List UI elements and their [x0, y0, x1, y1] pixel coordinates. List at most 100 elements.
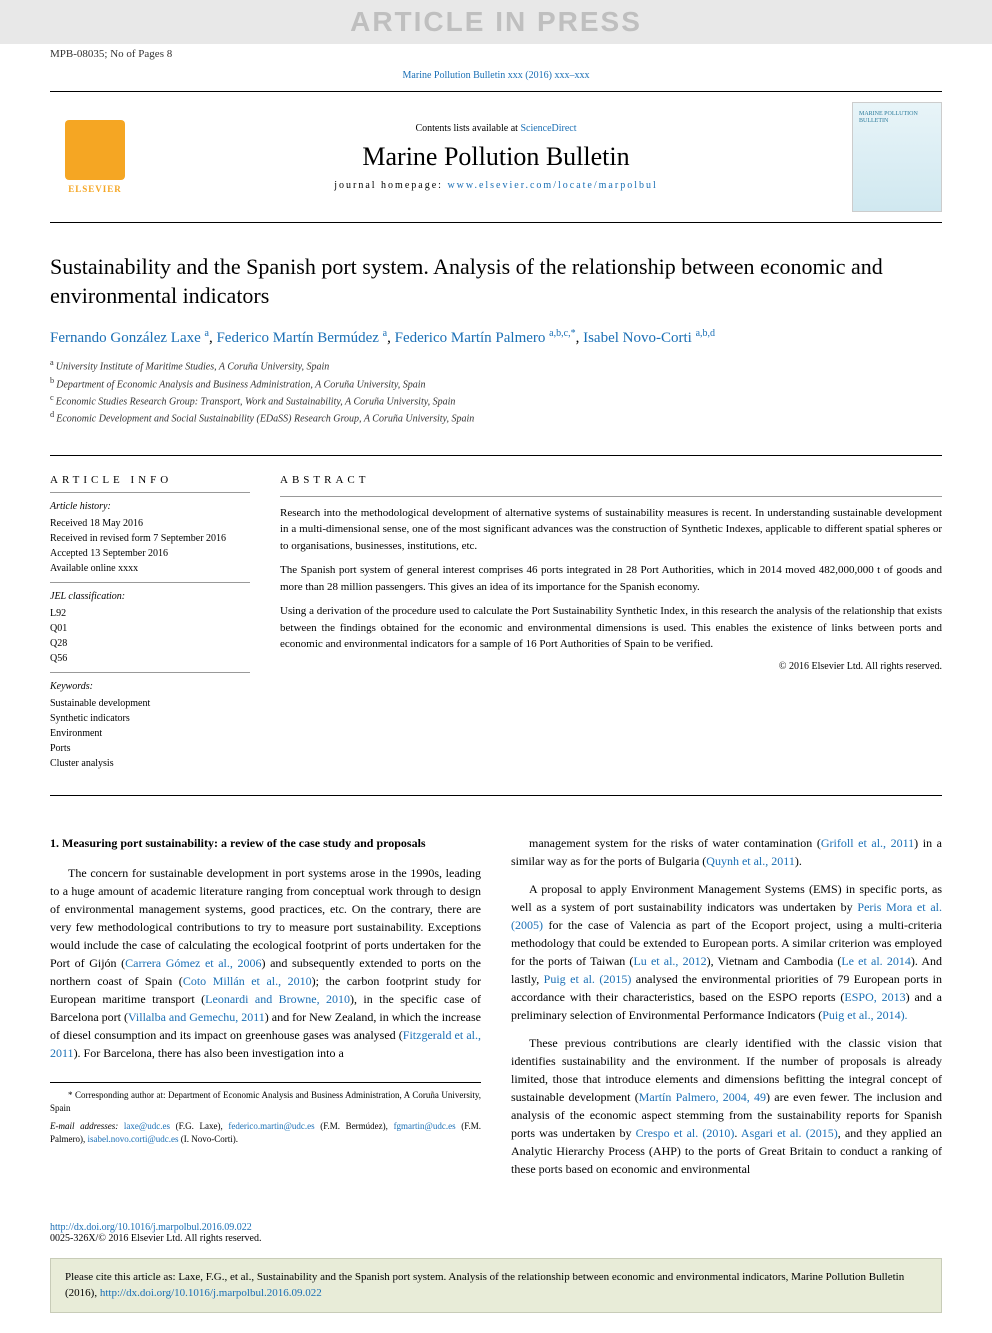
- article-info-heading: article info: [50, 474, 250, 486]
- affiliation-ref-link[interactable]: b: [556, 328, 561, 339]
- email-link[interactable]: isabel.novo.corti@udc.es: [88, 1134, 179, 1144]
- citation-doi-link[interactable]: http://dx.doi.org/10.1016/j.marpolbul.20…: [100, 1287, 322, 1299]
- keywords-item: Environment: [50, 726, 250, 741]
- affiliation-ref-link[interactable]: a: [383, 328, 387, 339]
- footnotes: * Corresponding author at: Department of…: [50, 1082, 481, 1147]
- body-paragraph: management system for the risks of water…: [511, 834, 942, 870]
- journal-homepage-line: journal homepage: www.elsevier.com/locat…: [140, 180, 852, 191]
- body-columns: 1. Measuring port sustainability: a revi…: [0, 814, 992, 1208]
- body-paragraph: These previous contributions are clearly…: [511, 1034, 942, 1178]
- journal-masthead: ELSEVIER Contents lists available at Sci…: [50, 91, 942, 223]
- email-link[interactable]: federico.martin@udc.es: [228, 1121, 314, 1131]
- affiliation-line: b Department of Economic Analysis and Bu…: [50, 375, 942, 392]
- affiliation-ref-link[interactable]: *: [571, 328, 576, 339]
- citation-link[interactable]: ESPO, 2013: [844, 990, 905, 1004]
- body-paragraph: A proposal to apply Environment Manageme…: [511, 880, 942, 1024]
- authors-list: Fernando González Laxe a, Federico Martí…: [50, 328, 942, 347]
- citation-link[interactable]: Grifoll et al., 2011: [821, 836, 914, 850]
- divider-mid: [50, 795, 942, 796]
- email-link[interactable]: fgmartin@udc.es: [394, 1121, 456, 1131]
- body-left-column: 1. Measuring port sustainability: a revi…: [50, 834, 481, 1188]
- affiliation-ref-link[interactable]: c: [564, 328, 568, 339]
- abstract-paragraph: Using a derivation of the procedure used…: [280, 603, 942, 653]
- publisher-logo: ELSEVIER: [50, 112, 140, 202]
- citation-link[interactable]: Coto Millán et al., 2010: [183, 974, 312, 988]
- citation-link[interactable]: Quynh et al., 2011: [706, 854, 795, 868]
- citation-link[interactable]: Leonardi and Browne, 2010: [205, 992, 350, 1006]
- citation-link[interactable]: Lu et al., 2012: [633, 954, 706, 968]
- affiliations-list: a University Institute of Maritime Studi…: [50, 357, 942, 426]
- keywords-block: Keywords: Sustainable developmentSynthet…: [50, 672, 250, 777]
- article-in-press-banner: ARTICLE IN PRESS: [0, 0, 992, 44]
- citation-link[interactable]: Asgari et al. (2015): [741, 1126, 838, 1140]
- journal-ref-link[interactable]: Marine Pollution Bulletin xxx (2016) xxx…: [403, 70, 590, 81]
- history-item: Available online xxxx: [50, 561, 250, 576]
- journal-homepage-link[interactable]: www.elsevier.com/locate/marpolbul: [447, 180, 657, 191]
- affiliation-ref-link[interactable]: a: [205, 328, 209, 339]
- history-item: Received 18 May 2016: [50, 516, 250, 531]
- homepage-prefix: journal homepage:: [334, 180, 447, 191]
- citation-link[interactable]: Le et al. 2014: [841, 954, 911, 968]
- email-link[interactable]: laxe@udc.es: [124, 1121, 170, 1131]
- author: Fernando González Laxe a: [50, 330, 209, 346]
- citation-link[interactable]: Villalba and Gemechu, 2011: [128, 1010, 265, 1024]
- doi-block: http://dx.doi.org/10.1016/j.marpolbul.20…: [0, 1208, 992, 1248]
- abstract-heading: abstract: [280, 474, 942, 486]
- author-name-link[interactable]: Isabel Novo-Corti: [583, 330, 692, 346]
- article-info-column: article info Article history: Received 1…: [50, 474, 250, 777]
- author-name-link[interactable]: Federico Martín Bermúdez: [216, 330, 378, 346]
- affiliation-ref-link[interactable]: b: [703, 328, 708, 339]
- citation-link[interactable]: Puig et al. (2015): [544, 972, 632, 986]
- sciencedirect-link[interactable]: ScienceDirect: [520, 123, 576, 134]
- abstract-column: abstract Research into the methodologica…: [280, 474, 942, 777]
- citation-link[interactable]: Puig et al., 2014).: [822, 1008, 907, 1022]
- email-addresses: E-mail addresses: laxe@udc.es (F.G. Laxe…: [50, 1120, 481, 1147]
- affiliation-line: a University Institute of Maritime Studi…: [50, 357, 942, 374]
- keywords-item: Synthetic indicators: [50, 711, 250, 726]
- affiliation-ref-link[interactable]: a: [696, 328, 700, 339]
- citation-link[interactable]: Carrera Gómez et al., 2006: [125, 956, 261, 970]
- history-label: Article history:: [50, 499, 250, 514]
- affiliation-ref-link[interactable]: d: [710, 328, 715, 339]
- affiliation-line: d Economic Development and Social Sustai…: [50, 409, 942, 426]
- article-title: Sustainability and the Spanish port syst…: [50, 253, 942, 310]
- affiliation-ref-link[interactable]: a: [549, 328, 553, 339]
- jel-item: L92: [50, 606, 250, 621]
- section-1-heading: 1. Measuring port sustainability: a revi…: [50, 834, 481, 852]
- contents-prefix: Contents lists available at: [415, 123, 520, 134]
- body-right-column: management system for the risks of water…: [511, 834, 942, 1188]
- affiliation-line: c Economic Studies Research Group: Trans…: [50, 392, 942, 409]
- body-paragraph: The concern for sustainable development …: [50, 864, 481, 1062]
- jel-item: Q56: [50, 651, 250, 666]
- article-history-block: Article history: Received 18 May 2016Rec…: [50, 492, 250, 582]
- contents-available-line: Contents lists available at ScienceDirec…: [140, 123, 852, 134]
- publisher-name: ELSEVIER: [68, 184, 122, 194]
- author-name-link[interactable]: Federico Martín Palmero: [395, 330, 546, 346]
- journal-title: Marine Pollution Bulletin: [140, 142, 852, 172]
- cover-title-text: MARINE POLLUTION BULLETIN: [859, 111, 941, 125]
- keywords-item: Cluster analysis: [50, 756, 250, 771]
- author-name-link[interactable]: Fernando González Laxe: [50, 330, 201, 346]
- doi-link[interactable]: http://dx.doi.org/10.1016/j.marpolbul.20…: [50, 1222, 252, 1233]
- author: Federico Martín Bermúdez a: [216, 330, 387, 346]
- citation-link[interactable]: Peris Mora et al. (2005): [511, 900, 942, 932]
- citation-link[interactable]: Martín Palmero, 2004, 49: [639, 1090, 766, 1104]
- article-header: Sustainability and the Spanish port syst…: [0, 223, 992, 437]
- citation-box: Please cite this article as: Laxe, F.G.,…: [50, 1258, 942, 1313]
- citation-link[interactable]: Fitzgerald et al., 2011: [50, 1028, 481, 1060]
- issn-copyright: 0025-326X/© 2016 Elsevier Ltd. All right…: [50, 1233, 261, 1244]
- jel-item: Q28: [50, 636, 250, 651]
- citation-link[interactable]: Crespo et al. (2010): [636, 1126, 735, 1140]
- corresponding-author-note: * Corresponding author at: Department of…: [50, 1089, 481, 1116]
- history-item: Accepted 13 September 2016: [50, 546, 250, 561]
- masthead-center: Contents lists available at ScienceDirec…: [140, 123, 852, 191]
- keywords-item: Sustainable development: [50, 696, 250, 711]
- author: Federico Martín Palmero a,b,c,*: [395, 330, 576, 346]
- article-id: MPB-08035; No of Pages 8: [0, 44, 992, 64]
- keywords-item: Ports: [50, 741, 250, 756]
- jel-label: JEL classification:: [50, 589, 250, 604]
- history-item: Received in revised form 7 September 201…: [50, 531, 250, 546]
- emails-label: E-mail addresses:: [50, 1121, 124, 1131]
- journal-reference: Marine Pollution Bulletin xxx (2016) xxx…: [0, 64, 992, 87]
- divider-top: [50, 455, 942, 456]
